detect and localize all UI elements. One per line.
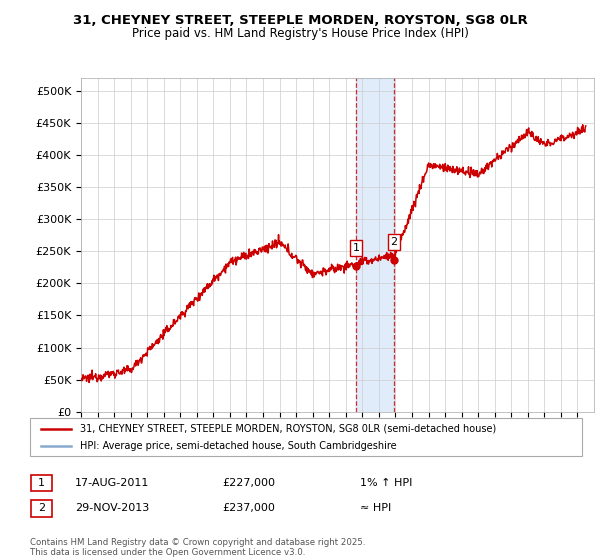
Text: 31, CHEYNEY STREET, STEEPLE MORDEN, ROYSTON, SG8 0LR: 31, CHEYNEY STREET, STEEPLE MORDEN, ROYS… <box>73 14 527 27</box>
Text: ≈ HPI: ≈ HPI <box>360 503 391 514</box>
Text: HPI: Average price, semi-detached house, South Cambridgeshire: HPI: Average price, semi-detached house,… <box>80 441 397 451</box>
Text: 1% ↑ HPI: 1% ↑ HPI <box>360 478 412 488</box>
Text: 1: 1 <box>38 478 45 488</box>
Text: 1: 1 <box>353 243 359 253</box>
Bar <box>356 78 394 412</box>
Text: 31, CHEYNEY STREET, STEEPLE MORDEN, ROYSTON, SG8 0LR (semi-detached house): 31, CHEYNEY STREET, STEEPLE MORDEN, ROYS… <box>80 423 496 433</box>
Text: 2: 2 <box>38 503 45 514</box>
Text: Contains HM Land Registry data © Crown copyright and database right 2025.
This d: Contains HM Land Registry data © Crown c… <box>30 538 365 557</box>
Text: 2: 2 <box>391 237 397 247</box>
Text: 17-AUG-2011: 17-AUG-2011 <box>75 478 149 488</box>
Text: 29-NOV-2013: 29-NOV-2013 <box>75 503 149 514</box>
Text: Price paid vs. HM Land Registry's House Price Index (HPI): Price paid vs. HM Land Registry's House … <box>131 27 469 40</box>
Text: £237,000: £237,000 <box>222 503 275 514</box>
Text: £227,000: £227,000 <box>222 478 275 488</box>
